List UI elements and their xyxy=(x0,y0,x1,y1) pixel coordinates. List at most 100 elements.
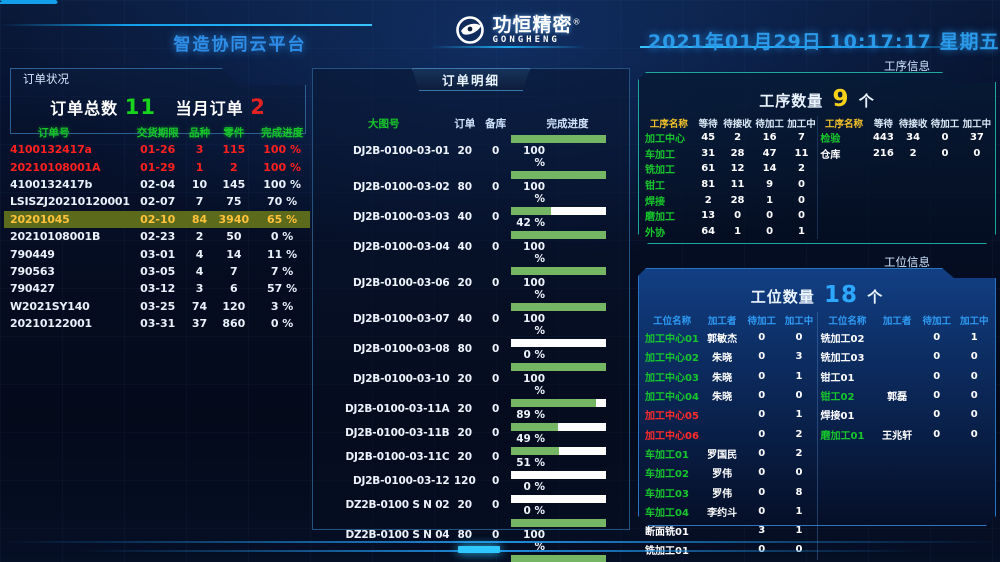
station-cell-g1-0: 钳工02 xyxy=(817,385,877,406)
order-cell-3: 7 xyxy=(230,264,238,278)
process-cell-g0-0: 加工中心 xyxy=(645,134,685,146)
detail-table-row[interactable]: DJ2B-0100-03-11B 20 0 49 % xyxy=(318,421,624,445)
station-cell-g1-3 xyxy=(955,463,993,482)
detail-table-row[interactable]: DJ2B-0100-03-01 20 0 100 % xyxy=(318,133,624,169)
order-table-body[interactable]: 4100132417a 01-26 3 115 100 % 20210108001A 01-… xyxy=(4,141,310,332)
process-table[interactable]: 工序名称 等待 待接收 待加工 加工中 工序名称 等待 待接收 待加工 加工中 加工中心 45 2 16… xyxy=(643,116,993,240)
order-table-row[interactable]: 4100132417b 02-04 10 145 100 % xyxy=(4,176,310,193)
gongheng-logo-icon xyxy=(455,15,485,45)
process-col-g0-2: 待接收 xyxy=(723,119,752,130)
detail-table-row[interactable]: DZ2B-0100 S N 04 80 0 100 % xyxy=(318,517,624,553)
station-table-row[interactable]: 加工中心03 朱晓 0 1 钳工01 0 0 xyxy=(643,366,993,386)
process-cell-g0-4: 0 xyxy=(798,179,805,191)
station-table-row[interactable]: 车加工02 罗伟 0 0 xyxy=(643,463,993,483)
order-table-row[interactable]: 790427 03-12 3 6 57 % xyxy=(4,280,310,297)
detail-table-row[interactable]: DJ2B-0100-03-03 40 0 42 % xyxy=(318,205,624,229)
station-cell-g0-0: 车加工02 xyxy=(645,469,689,481)
detail-table-row[interactable]: DJ2B-0100-03-12 120 0 0 % xyxy=(318,469,624,493)
process-cell-g1-2: 2 xyxy=(909,147,917,159)
process-cell-g0-4: 11 xyxy=(794,147,809,159)
registered-mark: ® xyxy=(572,17,581,27)
order-table-row[interactable]: W2021SY140 03-25 74 120 3 % xyxy=(4,298,310,315)
detail-table-row[interactable]: DZ2B-0100-S-N-05400100 % xyxy=(318,553,624,562)
station-table-row[interactable]: 车加工01 罗国民 0 2 xyxy=(643,443,993,464)
progress-track xyxy=(511,399,607,407)
order-total-label: 订单总数 xyxy=(50,99,119,118)
detail-order-qty: 40 xyxy=(457,313,473,325)
station-cell-g1-3 xyxy=(955,444,993,463)
process-table-row[interactable]: 铣加工 61 12 14 2 xyxy=(643,161,993,177)
station-table[interactable]: 工位名称 加工者 待加工 加工中 工位名称 加工者 待加工 加工中 加工中心01 郭敏杰 0 0 铣加… xyxy=(643,312,993,560)
process-cell-g1-3: 0 xyxy=(941,132,949,144)
detail-table-row[interactable]: DJ2B-0100-03-11C 20 0 51 % xyxy=(318,445,624,469)
station-table-row[interactable]: 车加工03 罗伟 0 8 xyxy=(643,482,993,502)
order-table-row[interactable]: 20210108001B 02-23 2 50 0 % xyxy=(4,228,310,245)
detail-table-row[interactable]: DJ2B-0100-03-11A 20 0 89 % xyxy=(318,397,624,421)
process-cell-g1-1: 216 xyxy=(872,147,894,159)
process-table-row[interactable]: 外协 64 1 0 1 xyxy=(643,223,993,240)
station-col-g1-2: 待加工 xyxy=(922,316,951,327)
order-table-row[interactable]: 20210108001A 01-29 1 2 100 % xyxy=(4,158,310,175)
station-cell-g1-0: 焊接01 xyxy=(817,405,877,425)
station-cell-g1-1 xyxy=(876,482,918,501)
detail-table-header-row: 大图号 订单 备库 完成进度 xyxy=(318,114,624,133)
detail-table-row[interactable]: DJ2B-0100-03-02 80 0 100 % xyxy=(318,169,624,205)
station-table-row[interactable]: 加工中心05 0 1 焊接01 0 0 xyxy=(643,405,993,425)
order-cell-3: 50 xyxy=(226,230,242,244)
station-table-body[interactable]: 加工中心01 郭敏杰 0 0 铣加工02 0 1 加工中心02 朱晓 0 3 铣加工03 0 0 加工中心0… xyxy=(643,328,993,560)
station-cell-g0-0: 断面铣01 xyxy=(645,527,689,539)
order-cell-0: 790563 xyxy=(10,264,55,278)
detail-table-row[interactable]: DJ2B-0100-03-07 40 0 100 % xyxy=(318,301,624,337)
order-table-row[interactable]: 20201045 02-10 84 3940 65 % xyxy=(4,210,310,228)
order-cell-4: 65 % xyxy=(267,212,298,226)
process-col-g1-0: 工序名称 xyxy=(817,116,870,130)
station-table-row[interactable]: 加工中心02 朱晓 0 3 铣加工03 0 0 xyxy=(643,347,993,367)
order-cell-2: 37 xyxy=(191,317,208,331)
detail-order-qty: 20 xyxy=(457,373,473,385)
detail-table-body[interactable]: DJ2B-0100-03-01 20 0 100 % DJ2B-0100-03-02 80… xyxy=(318,133,624,562)
order-cell-4: 11 % xyxy=(267,247,298,261)
detail-progress: 100 % xyxy=(511,301,624,337)
order-detail-table[interactable]: 大图号 订单 备库 完成进度 DJ2B-0100-03-01 20 0 100 % DJ2B-… xyxy=(318,114,624,562)
progress-track xyxy=(511,267,607,275)
detail-table-row[interactable]: DZ2B-0100 S N 02 20 0 0 % xyxy=(318,493,624,517)
process-table-body[interactable]: 加工中心 45 2 16 7 检验 443 34 0 37 车加工 31 28 47 11 仓库 216 2 0 0 铣… xyxy=(643,130,993,240)
detail-stock-qty: 0 xyxy=(491,241,500,253)
station-cell-g1-0 xyxy=(817,501,877,521)
process-table-row[interactable]: 钳工 81 11 9 0 xyxy=(643,176,993,193)
order-table-row[interactable]: LSISZJ20210120001 02-07 7 75 70 % xyxy=(4,193,310,210)
process-table-row[interactable]: 车加工 31 28 47 11 仓库 216 2 0 0 xyxy=(643,145,993,162)
footer-line-outer xyxy=(0,541,1000,543)
detail-table-row[interactable]: DJ2B-0100-03-10 20 0 100 % xyxy=(318,361,624,397)
process-cell-g1-3 xyxy=(929,192,961,208)
order-table-row[interactable]: 20210122001 03-31 37 860 0 % xyxy=(4,315,310,332)
process-table-row[interactable]: 焊接 2 28 1 0 xyxy=(643,192,993,208)
order-table-row[interactable]: 4100132417a 01-26 3 115 100 % xyxy=(4,141,310,158)
detail-table-row[interactable]: DJ2B-0100-03-06 20 0 100 % xyxy=(318,265,624,301)
app-header: 智造协同云平台 功恒精密® GONGHENG 2021年01月29日 10:17… xyxy=(0,0,1000,58)
station-table-row[interactable]: 加工中心01 郭敏杰 0 0 铣加工02 0 1 xyxy=(643,328,993,348)
order-table-row[interactable]: 790449 03-01 4 14 11 % xyxy=(4,245,310,262)
station-table-row[interactable]: 断面铣01 3 1 xyxy=(643,520,993,541)
order-detail-caption: 订单明细 xyxy=(412,68,530,91)
process-cell-g0-4: 2 xyxy=(798,163,805,175)
station-table-row[interactable]: 加工中心04 朱晓 0 0 钳工02 郭磊 0 0 xyxy=(643,385,993,406)
station-cell-g0-2: 0 xyxy=(758,390,766,402)
station-table-row[interactable]: 加工中心06 0 2 磨加工01 王兆轩 0 0 xyxy=(643,424,993,444)
logo-text-cn: 功恒精密 xyxy=(492,13,573,36)
process-cell-g1-0 xyxy=(817,161,870,177)
order-table-row[interactable]: 790563 03-05 4 7 7 % xyxy=(4,263,310,280)
datetime-display: 2021年01月29日 10:17:17 星期五 xyxy=(648,31,1000,53)
order-total-value: 11 xyxy=(124,95,156,119)
order-cell-4: 70 % xyxy=(267,195,298,209)
process-cell-g0-3: 1 xyxy=(766,194,774,206)
process-table-row[interactable]: 磨加工 13 0 0 0 xyxy=(643,207,993,224)
detail-table-row[interactable]: DJ2B-0100-03-04 40 0 100 % xyxy=(318,229,624,265)
station-table-row[interactable]: 车加工04 李约斗 0 1 xyxy=(643,501,993,521)
station-cell-g0-0: 加工中心01 xyxy=(645,334,699,346)
order-list-table[interactable]: 订单号 交货期限 品种 零件 完成进度 4100132417a 01-26 3 115 100 … xyxy=(4,124,310,332)
process-table-row[interactable]: 加工中心 45 2 16 7 检验 443 34 0 37 xyxy=(643,130,993,146)
detail-order-qty: 120 xyxy=(453,475,476,487)
station-cell-g1-0 xyxy=(817,520,877,541)
detail-table-row[interactable]: DJ2B-0100-03-08 80 0 0 % xyxy=(318,337,624,361)
